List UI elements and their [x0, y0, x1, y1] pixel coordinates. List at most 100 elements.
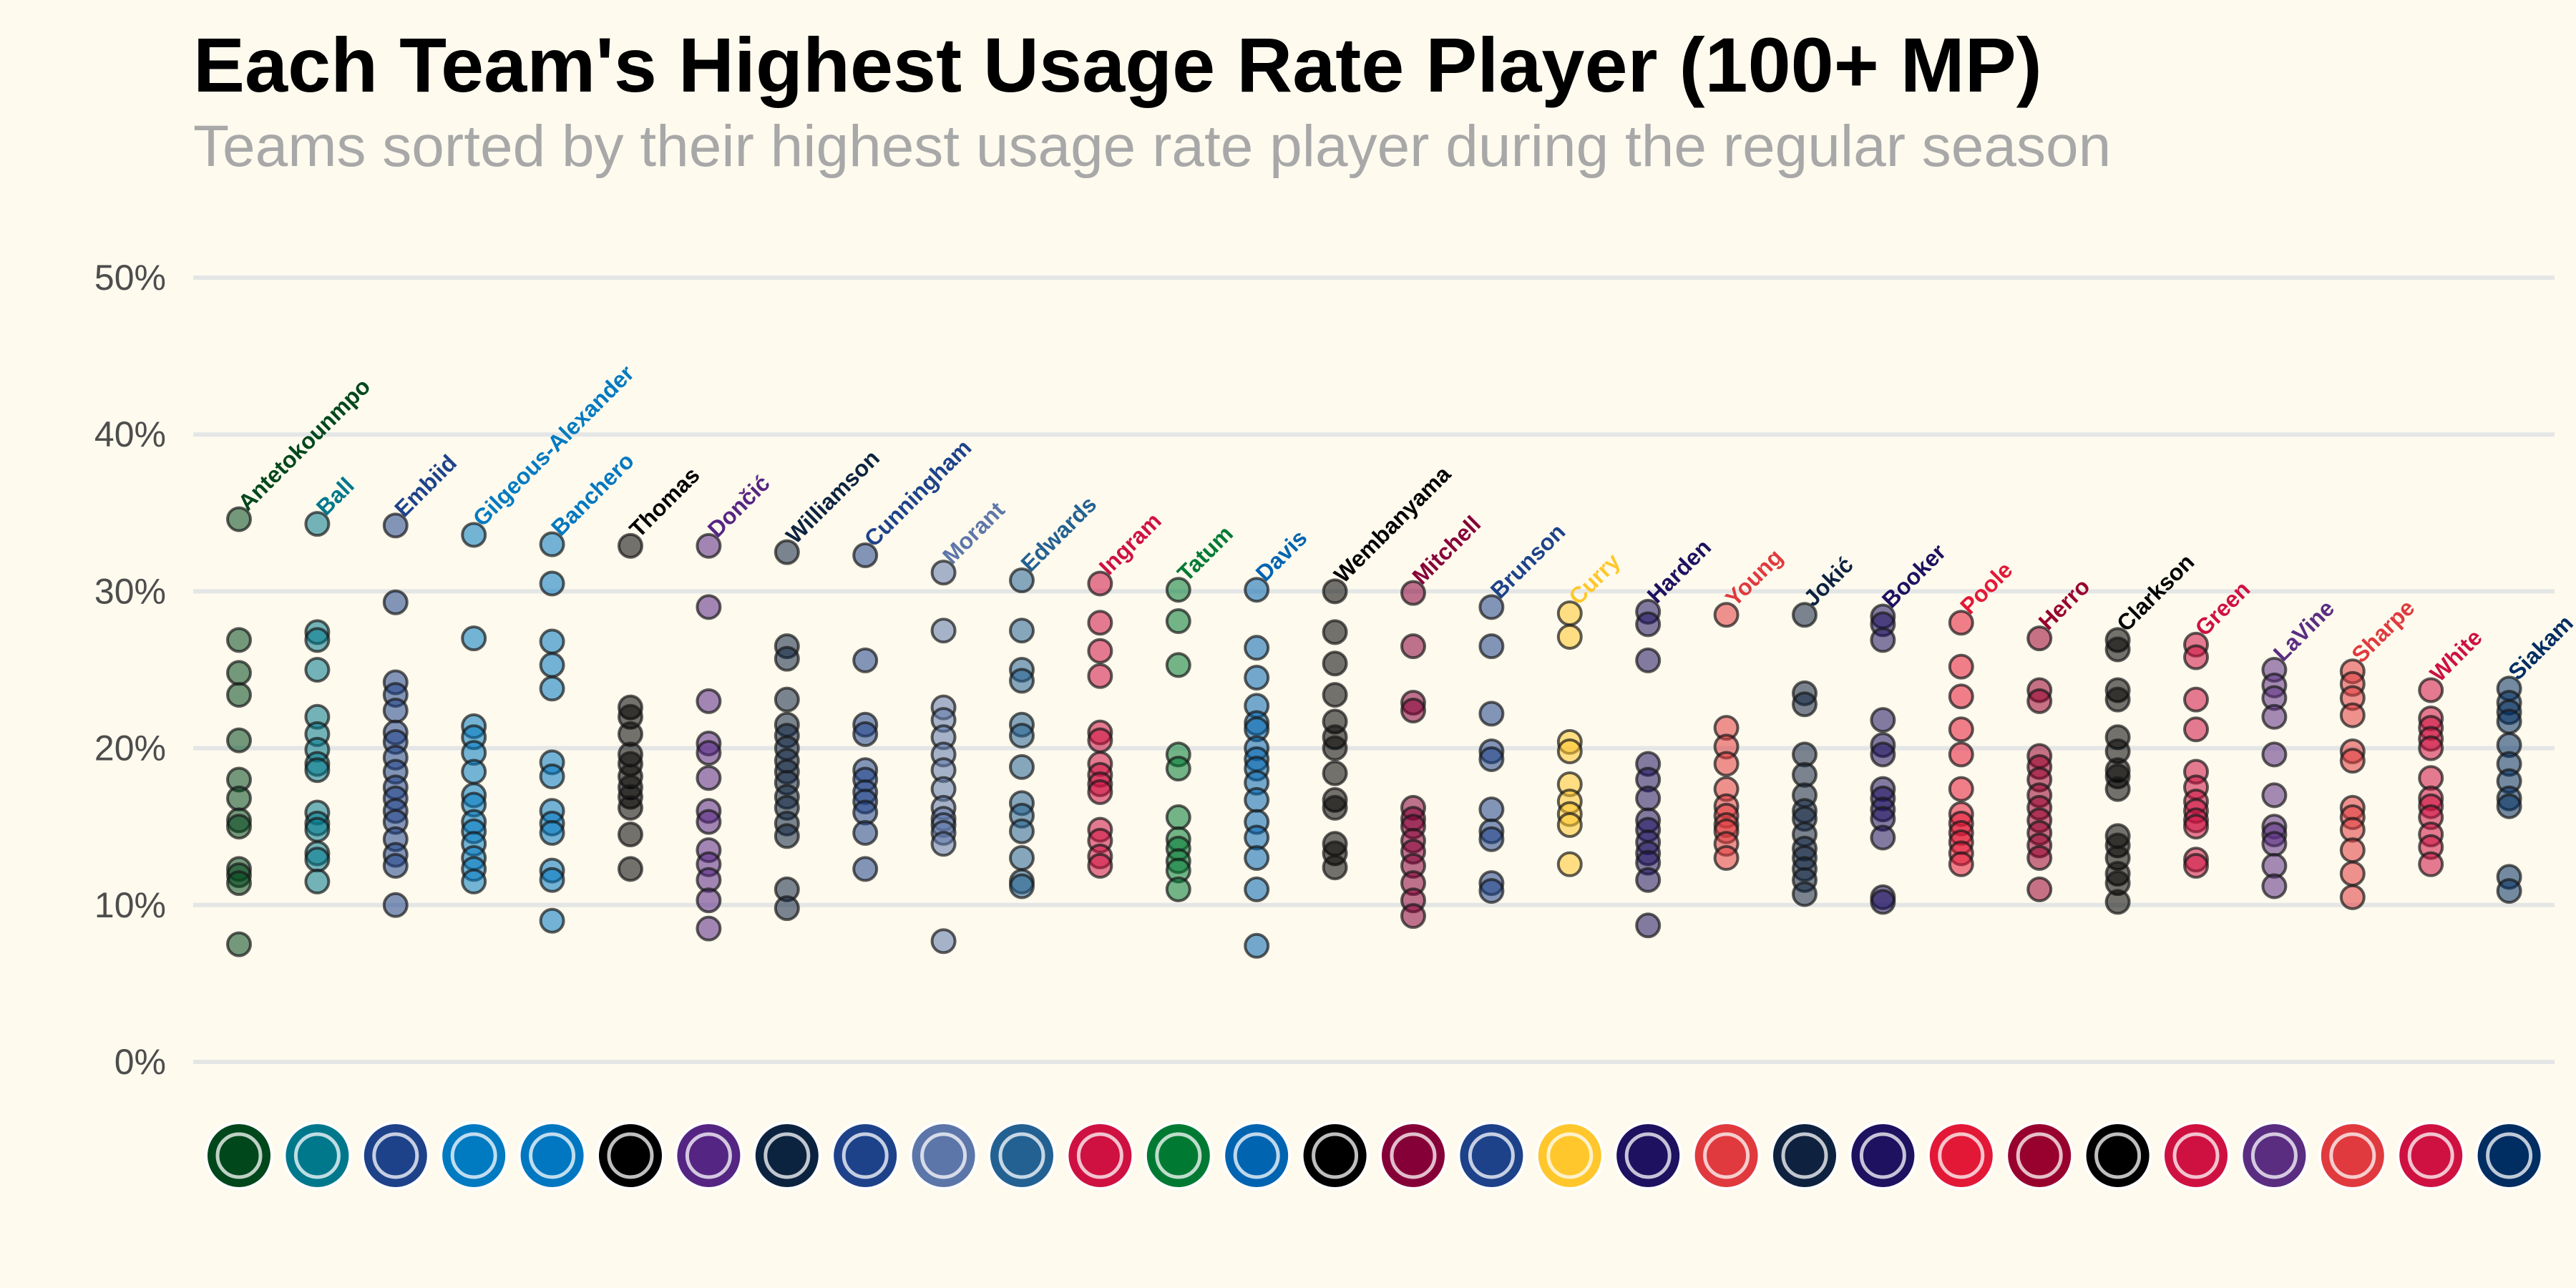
data-point: [1556, 738, 1583, 764]
data-point: [1635, 647, 1662, 673]
team-column: [618, 532, 643, 882]
data-point: [1478, 796, 1505, 823]
data-point: [1948, 683, 1974, 710]
team-column: [2026, 625, 2053, 902]
sixers-logo: [361, 1121, 430, 1190]
data-point: [2418, 677, 2444, 703]
data-point: [2104, 636, 2131, 663]
data-point: [2261, 703, 2288, 730]
data-point: [2104, 776, 2131, 802]
team-column: [2183, 631, 2209, 879]
data-point: [2496, 708, 2522, 735]
player-label: Mitchell: [1407, 511, 1485, 590]
hawks-logo: [1692, 1121, 1761, 1190]
y-tick-label: 50%: [94, 258, 166, 298]
data-point: [1322, 578, 1348, 605]
team-column: [304, 511, 331, 894]
data-point: [2339, 860, 2366, 887]
team-column: [1400, 580, 1426, 930]
data-point: [1009, 668, 1035, 694]
data-point: [696, 740, 722, 766]
team-column: [2261, 657, 2288, 899]
data-point: [382, 853, 409, 879]
team-column: [382, 512, 409, 918]
data-point: [696, 915, 722, 942]
data-point: [539, 867, 565, 893]
data-point: [226, 814, 252, 840]
cavaliers-logo: [1379, 1121, 1448, 1190]
data-point: [1087, 853, 1113, 879]
player-label: Young: [1720, 544, 1787, 611]
data-point: [1244, 577, 1270, 603]
data-point: [382, 697, 409, 723]
data-point: [1244, 876, 1270, 902]
data-point: [2026, 876, 2053, 902]
data-point: [1165, 608, 1191, 635]
data-point: [1870, 889, 1896, 915]
data-point: [774, 539, 800, 565]
magic-logo: [517, 1121, 587, 1190]
data-point: [2418, 735, 2444, 761]
data-point: [1322, 735, 1348, 761]
player-label: Jokić: [1798, 552, 1858, 611]
player-label: Embiid: [389, 449, 462, 522]
data-point: [1478, 633, 1505, 660]
gridlines: [193, 275, 2555, 1064]
bulls-logo: [2396, 1121, 2466, 1190]
data-point: [2261, 741, 2288, 768]
data-point: [1009, 753, 1035, 780]
data-point: [1948, 653, 1974, 680]
data-point: [2183, 644, 2209, 670]
data-point: [1322, 650, 1348, 677]
data-point: [1087, 638, 1113, 664]
team-column: [1635, 598, 1662, 939]
data-point: [226, 506, 252, 532]
data-point: [1165, 804, 1191, 831]
data-point: [1322, 854, 1348, 881]
data-point: [226, 727, 252, 753]
player-label: Harden: [1642, 534, 1716, 608]
knicks-logo: [1457, 1121, 1526, 1190]
data-point: [304, 816, 331, 843]
data-point: [461, 758, 487, 785]
data-point: [226, 660, 252, 686]
data-point: [852, 856, 879, 882]
team-column: [774, 539, 800, 922]
data-point: [1870, 627, 1896, 653]
data-point: [1244, 845, 1270, 872]
team-column: [2339, 658, 2366, 910]
data-point: [2183, 716, 2209, 743]
data-point: [2496, 793, 2522, 819]
data-point: [1322, 682, 1348, 708]
data-point: [1165, 756, 1191, 782]
data-point: [2496, 878, 2522, 904]
data-point: [2339, 884, 2366, 910]
team-column: [1792, 602, 1818, 907]
player-label: Thomas: [624, 462, 704, 542]
data-point: [2104, 889, 2131, 915]
player-label: Siakam: [2503, 610, 2576, 686]
spurs-logo: [1300, 1121, 1370, 1190]
grizzlies-logo: [909, 1121, 978, 1190]
data-point: [1870, 707, 1896, 733]
data-point: [696, 594, 722, 620]
team-column: [2418, 677, 2444, 877]
data-point: [1635, 785, 1662, 811]
data-point: [930, 560, 957, 586]
nets-logo: [596, 1121, 665, 1190]
wizards-logo: [1926, 1121, 1996, 1190]
y-axis: 0% 10% 20% 30% 40% 50%: [94, 258, 166, 1082]
data-point: [1009, 567, 1035, 594]
data-point: [382, 892, 409, 918]
data-point: [1948, 716, 1974, 743]
player-label: Ingram: [1094, 507, 1166, 580]
mavericks-logo: [1222, 1121, 1292, 1190]
data-point: [696, 688, 722, 714]
data-point: [1792, 691, 1818, 718]
team-column: [1009, 567, 1035, 899]
data-point: [2183, 853, 2209, 879]
data-point: [852, 542, 879, 568]
data-point: [1400, 697, 1426, 723]
data-point: [1948, 741, 1974, 768]
y-tick-label: 40%: [94, 414, 166, 454]
